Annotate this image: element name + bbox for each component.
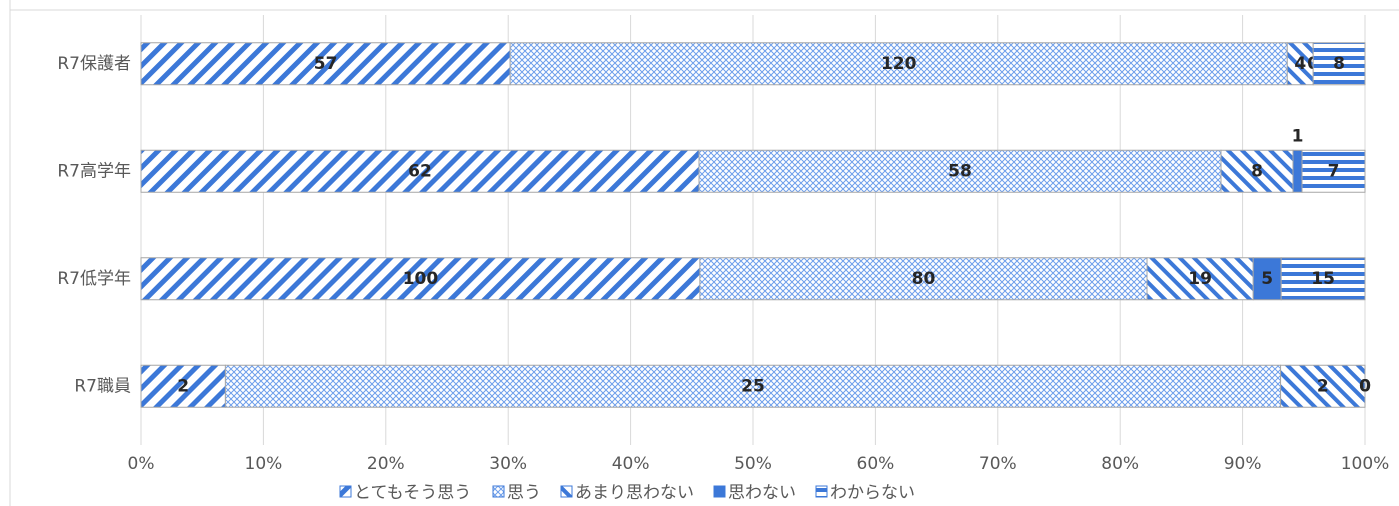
value-label: 8: [1333, 54, 1345, 74]
value-label: 0: [1359, 376, 1371, 396]
x-tick-label: 90%: [1224, 454, 1262, 474]
legend-label: あまり思わない: [575, 483, 694, 503]
y-tick-label: R7低学年: [57, 269, 131, 289]
value-label: 2: [1317, 376, 1329, 396]
bar-segment: [1146, 257, 1254, 301]
bar-segment: [1280, 364, 1366, 408]
bar-segment: [1280, 257, 1366, 301]
y-tick-label: R7職員: [74, 376, 131, 396]
value-label: 8: [1251, 161, 1263, 181]
y-tick-label: R7保護者: [57, 54, 131, 74]
value-label: 58: [948, 161, 972, 181]
bar-segment: [1252, 257, 1282, 301]
x-tick-label: 40%: [612, 454, 650, 474]
value-label: 100: [403, 269, 439, 289]
x-tick-label: 100%: [1341, 454, 1390, 474]
legend-swatch: [492, 485, 505, 498]
value-label: 4: [1294, 54, 1306, 74]
bar-segment: [509, 42, 1288, 86]
legend-swatch: [713, 485, 726, 498]
bar-segment: [1312, 42, 1366, 86]
legend-swatch: [560, 485, 573, 498]
bar-segment: [224, 364, 1282, 408]
value-label: 19: [1188, 269, 1212, 289]
y-tick-label: R7高学年: [57, 161, 131, 181]
value-label: 62: [408, 161, 432, 181]
value-label: 80: [912, 269, 936, 289]
legend-label: 思う: [507, 483, 541, 503]
x-tick-label: 10%: [245, 454, 283, 474]
value-label: 120: [881, 54, 917, 74]
x-tick-label: 30%: [489, 454, 527, 474]
value-label: 1: [1292, 126, 1304, 146]
x-tick-label: 20%: [367, 454, 405, 474]
x-tick-label: 70%: [979, 454, 1017, 474]
x-tick-label: 0%: [128, 454, 155, 474]
legend-label: 思わない: [728, 483, 796, 503]
bar-segment: [140, 149, 700, 193]
value-label: 2: [177, 376, 189, 396]
bar-segment: [140, 42, 511, 86]
value-label: 7: [1328, 161, 1340, 181]
value-label: 57: [314, 54, 338, 74]
x-tick-label: 60%: [857, 454, 895, 474]
value-label: 25: [741, 376, 765, 396]
legend-label: わからない: [830, 483, 915, 503]
bar-segment: [1220, 149, 1294, 193]
bar-segment: [140, 257, 701, 301]
legend-swatch: [339, 485, 352, 498]
x-tick-label: 50%: [734, 454, 772, 474]
bar-segment: [699, 257, 1148, 301]
legend-label: とてもそう思う: [354, 483, 471, 503]
bar-segment: [1286, 42, 1314, 86]
frame: [9, 0, 1399, 506]
value-label: 15: [1311, 269, 1335, 289]
bar-segment: [698, 149, 1222, 193]
value-label: 5: [1261, 269, 1273, 289]
value-label: 0: [1359, 376, 1371, 396]
legend-swatch: [815, 485, 828, 498]
bar-segment: [1292, 149, 1303, 193]
x-tick-label: 80%: [1101, 454, 1139, 474]
bar-segment: [1301, 149, 1366, 193]
